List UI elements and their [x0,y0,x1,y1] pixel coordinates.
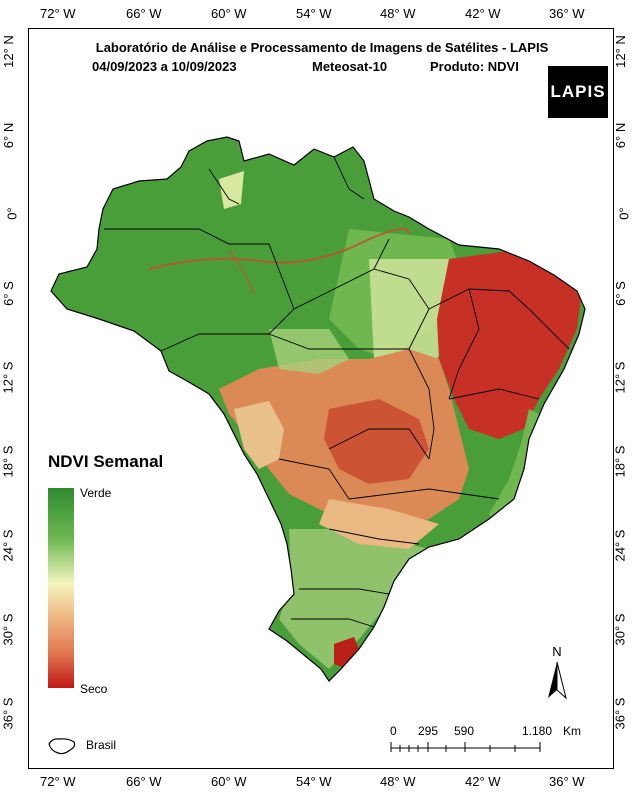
border-ceara [528,308,570,350]
lat-label-left: 6° S [0,281,16,306]
border-piaui [448,288,480,400]
scale-tick-1: 295 [418,724,439,738]
brasil-symbol-icon [48,738,76,755]
lat-label-left: 6° N [1,122,17,149]
product-name: Produto: NDVI [430,59,519,74]
lon-label-bottom: 42° W [465,774,501,789]
lon-label-bottom: 54° W [296,774,332,789]
lat-label-left: 24° S [0,529,16,562]
border-amapa [333,156,365,200]
lon-label-bottom: 48° W [380,774,416,789]
lon-label-bottom: 66° W [126,774,162,789]
border-goias [328,428,430,460]
lat-label-left: 0° [4,207,20,220]
legend-label-low: Seco [80,682,108,696]
lon-label-top: 60° W [211,6,247,21]
ndvi-zone-semiarid [437,251,581,439]
lat-label-left: 36° S [0,697,16,730]
border-tocantins [408,348,435,460]
scale-bar [390,742,541,752]
legend-title: NDVI Semanal [48,452,164,471]
lon-label-top: 36° W [549,6,585,21]
lat-label-right: 6° S [612,281,628,306]
brazil-ndvi-map [50,136,586,682]
north-arrow-icon: N [548,644,567,700]
logo-text: LAPIS [550,82,606,101]
lat-label-right: 12° S [612,361,628,394]
border-minas [348,488,500,500]
lon-label-top: 72° W [40,6,76,21]
ndvi-raster [51,137,585,681]
lon-label-bottom: 60° W [211,774,247,789]
lat-label-left: 30° S [0,613,16,646]
lat-label-right: 30° S [612,613,628,646]
satellite-name: Meteosat-10 [312,59,388,74]
scale-unit: Km [563,724,581,738]
lat-label-left: 12° S [0,361,16,394]
border-santa-catarina [291,618,375,628]
border-bahia-north [448,388,540,400]
tributary-river [228,250,255,295]
lat-label-right: 0° [616,207,632,220]
scale-tick-2: 590 [454,724,475,738]
lon-label-bottom: 72° W [40,774,76,789]
ndvi-zone-southeast [319,499,439,549]
date-range: 04/09/2023 a 10/09/2023 [92,59,237,74]
border-maranhao [428,288,530,310]
ndvi-zone-rondonia [269,329,349,374]
brasil-label: Brasil [86,738,117,752]
lon-label-top: 66° W [126,6,162,21]
ndvi-zone-north [219,171,244,209]
scale-tick-0: 0 [390,724,397,738]
map-title: Laboratório de Análise e Processamento d… [95,40,549,55]
state-borders [104,156,570,628]
amazon-river [148,227,410,270]
lat-label-right: 24° S [612,529,628,562]
north-arrow-left-half [548,662,557,698]
lat-label-left: 18° S [0,445,16,478]
ndvi-zone-south [279,529,429,669]
lon-label-top: 42° W [465,6,501,21]
lon-label-bottom: 36° W [549,774,585,789]
border-roraima [208,168,240,205]
lon-label-top: 54° W [296,6,332,21]
lat-label-right: 6° N [613,122,629,149]
ndvi-zone-dry-center [324,399,429,484]
legend-color-ramp [48,488,74,688]
border-sao-paulo [328,528,420,545]
ndvi-zone-pantanal [234,401,284,469]
lapis-logo: LAPIS [548,66,608,118]
border-parana [299,588,390,595]
brazil-outline [50,136,586,682]
legend-label-high: Verde [80,486,112,500]
lat-label-right: 18° S [612,445,628,478]
border-mato-grosso-north [268,333,409,350]
scale-ticks [390,742,541,752]
scale-tick-3: 1.180 [522,724,553,738]
lon-label-top: 48° W [380,6,416,21]
border-para-east [373,268,430,350]
north-arrow-right-half [556,661,567,700]
lat-label-right: 36° S [612,697,628,730]
border-mato-grosso-sul [278,458,350,500]
north-arrow-label: N [552,644,561,659]
